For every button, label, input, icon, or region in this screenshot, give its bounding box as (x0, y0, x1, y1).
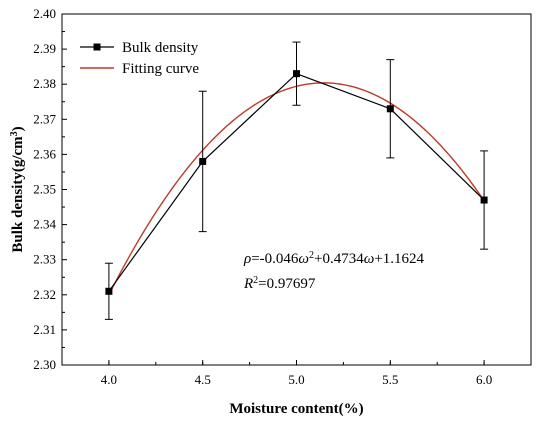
x-tick-label-3: 5.5 (382, 372, 398, 387)
data-point-0 (105, 287, 113, 295)
y-tick-label-6: 2.36 (33, 146, 56, 161)
legend-label-fitting-curve: Fitting curve (122, 61, 199, 77)
y-tick-label-0: 2.30 (33, 357, 56, 372)
y-tick-label-10: 2.40 (33, 6, 56, 21)
y-tick-label-7: 2.37 (33, 111, 56, 126)
y-tick-label-3: 2.33 (33, 252, 56, 267)
y-tick-label-9: 2.39 (33, 41, 56, 56)
y-tick-label-2: 2.32 (33, 287, 56, 302)
y-tick-label-1: 2.31 (33, 322, 56, 337)
legend-label-bulk-density: Bulk density (122, 40, 199, 56)
r-squared-value: R2=0.97697 (243, 275, 316, 293)
x-tick-label-4: 6.0 (476, 372, 492, 387)
x-tick-label-2: 5.0 (288, 372, 304, 387)
bulk-density-series (104, 41, 489, 320)
data-point-3 (386, 105, 394, 113)
x-tick-label-0: 4.0 (101, 372, 117, 387)
data-point-4 (480, 196, 488, 204)
data-point-2 (293, 70, 300, 78)
x-tick-label-1: 4.5 (195, 372, 211, 387)
legend-marker-bulk-density (93, 43, 101, 51)
y-tick-label-4: 2.34 (33, 217, 56, 232)
y-tick-label-5: 2.35 (33, 182, 56, 197)
x-axis-title: Moisture content(%) (229, 401, 363, 417)
fit-equation: ρ=-0.046ω2+0.4734ω+1.1624 (243, 250, 425, 268)
y-axis-title: Bulk density(g/cm3) (9, 126, 27, 252)
x-axis: 4.0 4.5 5.0 5.5 6.0 (101, 360, 492, 387)
y-axis: 2.30 2.31 2.32 2.33 2.34 2.35 2.36 2.37 2.38 2.39… (33, 6, 67, 372)
data-point-1 (199, 157, 207, 165)
y-tick-label-8: 2.38 (33, 76, 56, 91)
legend: Bulk density Fitting curve (80, 40, 199, 77)
